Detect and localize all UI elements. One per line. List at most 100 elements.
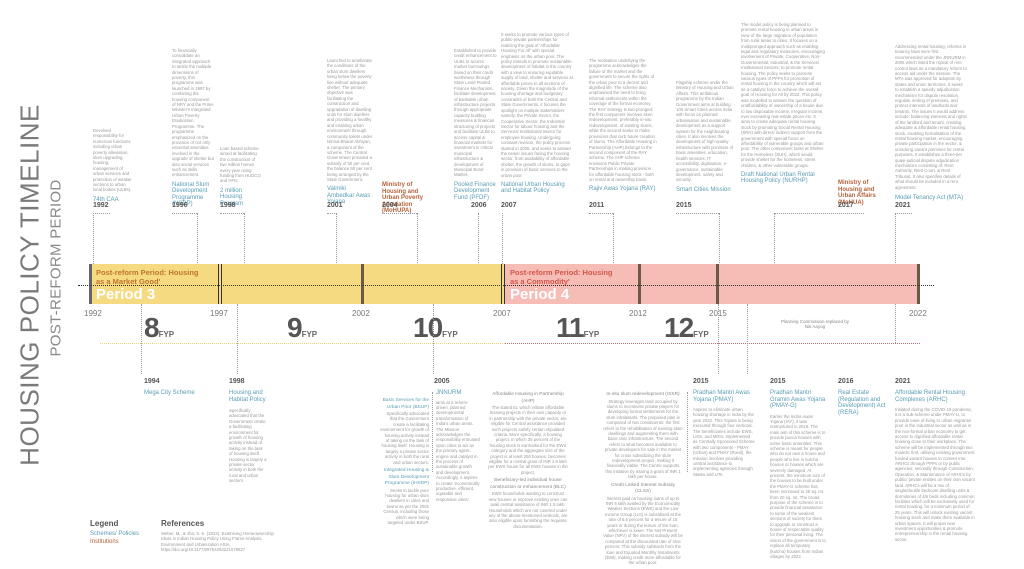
axis-year: 2012 bbox=[629, 309, 647, 318]
page-subtitle: POST-REFORM PERIOD bbox=[47, 179, 65, 357]
connector bbox=[433, 304, 434, 374]
fyp-12: 12FYP bbox=[664, 312, 709, 343]
connector bbox=[774, 213, 775, 285]
tick-2022 bbox=[917, 264, 920, 304]
event-year: 2005 bbox=[434, 378, 450, 385]
event-label: Valmiki Ambedkar Awas Yojana bbox=[327, 186, 371, 206]
event-label: National Slum Development Programme (NSD… bbox=[172, 181, 210, 208]
event-year: 1992 bbox=[93, 202, 109, 209]
connector bbox=[502, 213, 503, 264]
connector bbox=[589, 213, 613, 214]
event-year: 1998 bbox=[220, 202, 236, 209]
connector bbox=[478, 213, 479, 285]
tick-2007 bbox=[501, 264, 505, 304]
period-4-title: Post-reform Period: Housing as a Commodi… bbox=[510, 268, 613, 286]
connector bbox=[141, 304, 142, 374]
fyp-10: 10FYP bbox=[413, 312, 458, 343]
connector bbox=[382, 213, 417, 214]
fyp-9: 9FYP bbox=[287, 312, 318, 343]
event-year: 2006 bbox=[471, 202, 487, 209]
event-2005-jnnurm: JNNURM aims at a reform-driven, planned … bbox=[436, 390, 480, 502]
event-label: Pooled Finance Development Fund (PFDF) bbox=[454, 181, 496, 201]
event-year: 2011 bbox=[589, 202, 605, 209]
event-2021-arhc: Affordable Rental Housing Complexes (ARH… bbox=[895, 390, 975, 542]
page-title: HOUSING POLICY TIMELINE bbox=[14, 104, 45, 466]
axis-year: 2015 bbox=[709, 309, 727, 318]
event-label: National Urban Housing and Habitat Polic… bbox=[501, 181, 565, 195]
tick-2015 bbox=[716, 264, 719, 304]
connector bbox=[417, 213, 418, 285]
tick-2012 bbox=[638, 264, 641, 304]
event-2004-mohupa: Ministry of Housing and Urban Poverty Al… bbox=[382, 182, 436, 215]
connector bbox=[719, 213, 720, 285]
legend-schemes: Schemes/ Policies bbox=[90, 531, 140, 537]
connector bbox=[676, 213, 719, 214]
connector bbox=[432, 392, 433, 472]
tick-1997 bbox=[218, 264, 222, 304]
event-year: 2021 bbox=[895, 202, 911, 209]
connector bbox=[895, 213, 912, 214]
event-bsup: Basic Services for the Urban Poor (BSUP)… bbox=[380, 398, 429, 525]
event-label: Ministry of Housing and Urban Affairs (M… bbox=[838, 180, 876, 206]
connector bbox=[220, 213, 244, 214]
connector bbox=[327, 213, 337, 214]
event-2016-rera: Real Estate (Regulation and Development)… bbox=[838, 390, 886, 416]
event-2007-nuhhp: It seeks to promote various types of pub… bbox=[501, 32, 573, 195]
axis-year: 1997 bbox=[210, 309, 228, 318]
event-year: 2004 bbox=[382, 202, 398, 209]
timeline-axis bbox=[78, 285, 934, 286]
fyp-axis-red bbox=[505, 343, 920, 344]
event-1992-74th-caa: Devolved responsibility for numerous fun… bbox=[93, 128, 135, 203]
event-issr-clss: In-situ slum redevelopment (ISSR) Strate… bbox=[603, 392, 683, 566]
event-2015-pmay: Pradhan Mantri Awas Yojana (PMAY) Aspire… bbox=[693, 390, 755, 477]
tick-2002 bbox=[361, 264, 364, 304]
connector bbox=[336, 213, 337, 285]
connector bbox=[244, 213, 245, 285]
event-nurhp: The model policy is being planned to pro… bbox=[741, 22, 825, 185]
event-year: 1994 bbox=[144, 378, 160, 385]
fyp-8: 8FYP bbox=[144, 312, 175, 343]
period-3-band: Post-reform Period: Housing as a Market … bbox=[90, 264, 506, 304]
axis-year: 2002 bbox=[352, 309, 370, 318]
event-year: 2016 bbox=[838, 378, 854, 385]
event-ahp-blc: Affordable Housing in Partnership (AHP) … bbox=[488, 392, 568, 529]
axis-year: 1992 bbox=[84, 309, 102, 318]
event-year: 2021 bbox=[895, 378, 911, 385]
event-year: 2015 bbox=[770, 378, 786, 385]
planning-commission-note: Planning Commission replaced by Niti Aay… bbox=[780, 319, 850, 329]
event-year: 2017 bbox=[838, 202, 854, 209]
connector bbox=[774, 213, 864, 214]
period-3-title: Post-reform Period: Housing as a Market … bbox=[96, 268, 199, 286]
event-2017-mohua: Ministry of Housing and Urban Affairs (M… bbox=[838, 180, 890, 206]
event-2021-mta: Addressing rental housing, reforms in te… bbox=[895, 44, 967, 201]
legend-institutions: Institutions bbox=[90, 538, 119, 545]
connector bbox=[197, 213, 198, 285]
event-year: 2001 bbox=[327, 202, 343, 209]
tick-1992 bbox=[89, 264, 92, 304]
event-year: 2015 bbox=[693, 378, 709, 385]
event-label: Ministry of Housing and Urban Poverty Al… bbox=[382, 182, 424, 214]
event-year: 1996 bbox=[172, 202, 188, 209]
connector bbox=[237, 304, 238, 374]
event-2001-valmiki-ambedkar: Launched to ameliorate the conditions of… bbox=[327, 58, 373, 206]
period-4-label: Period 4 bbox=[510, 286, 570, 303]
axis-year: 2007 bbox=[493, 309, 511, 318]
connector bbox=[172, 213, 197, 214]
connector bbox=[93, 213, 94, 264]
connector bbox=[718, 304, 719, 374]
event-2015-pmay-g: Pradhan Mantri Gramin Awas Yojana (PMAY-… bbox=[770, 390, 826, 560]
event-label: Model Tenancy Act (MTA) bbox=[895, 194, 964, 201]
event-label: 74th CAA bbox=[93, 196, 119, 203]
event-year: 2015 bbox=[676, 202, 692, 209]
fyp-axis-yellow bbox=[100, 343, 505, 344]
legend: Legend Schemes/ Policies Institutions bbox=[90, 519, 140, 545]
axis-year: 2022 bbox=[909, 309, 927, 318]
connector bbox=[687, 392, 688, 472]
connector bbox=[613, 213, 614, 285]
event-1998-2-million-housing: Loan based scheme aimed at facilitating … bbox=[220, 146, 261, 207]
event-2011-ray: The motivation underlying the programme … bbox=[589, 58, 657, 193]
period-4-band: Post-reform Period: Housing as a Commodi… bbox=[504, 264, 918, 304]
event-label: Rajiv Awas Yojana (RAY) bbox=[589, 186, 656, 193]
event-label: Smart Cities Mission bbox=[676, 186, 731, 193]
event-2015-smart-cities: Flagship scheme under the Ministry of Ho… bbox=[676, 80, 734, 193]
